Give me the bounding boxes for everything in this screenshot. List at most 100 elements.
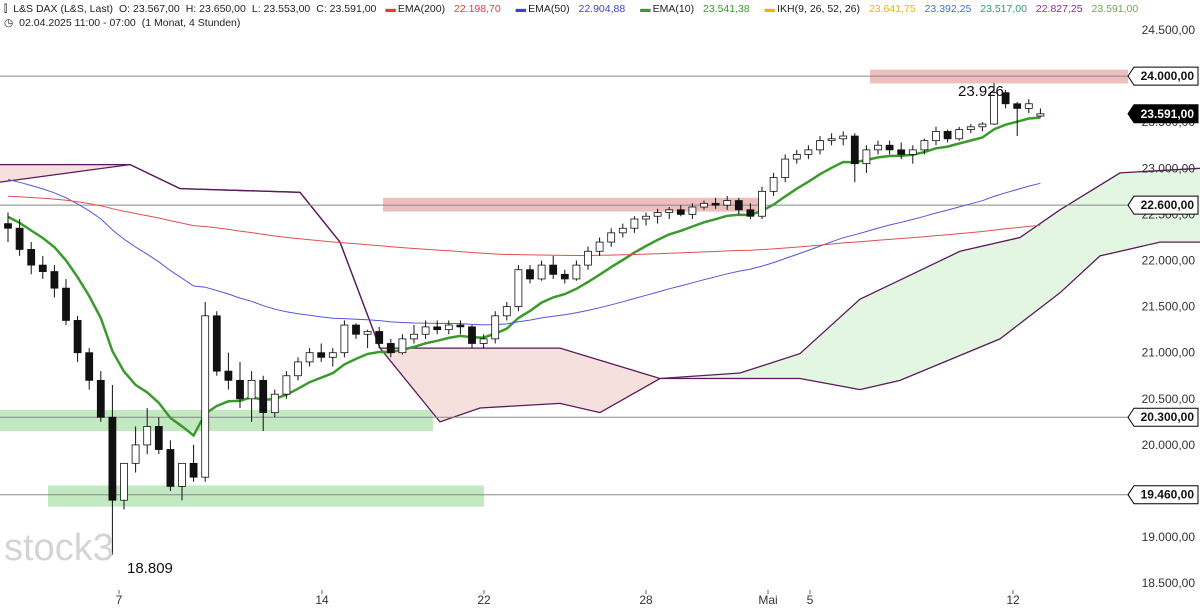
candle <box>270 393 279 414</box>
candle <box>618 227 627 234</box>
candle <box>62 287 70 321</box>
candle <box>1024 103 1033 109</box>
candle <box>769 177 778 192</box>
candle <box>966 126 975 130</box>
candle <box>27 249 36 266</box>
support-zone <box>48 485 484 507</box>
candle <box>630 218 639 229</box>
candle <box>247 379 256 400</box>
ema50-indicator[interactable]: ▬ EMA(50) 22.904,88 <box>515 3 626 15</box>
candle <box>1036 113 1045 117</box>
candle <box>885 144 894 151</box>
candle <box>50 271 59 289</box>
candle <box>827 138 836 142</box>
ema10-indicator[interactable]: ▬ EMA(10) 23.541,38 <box>640 3 750 15</box>
candle <box>1013 103 1022 109</box>
instrument-name[interactable]: L&S DAX (L&S, Last) <box>13 3 113 15</box>
candle <box>386 343 395 354</box>
price-tag-box <box>1127 195 1199 215</box>
candle <box>189 462 198 478</box>
price-tag-label: 20.300,00 <box>1141 410 1195 424</box>
candle <box>108 416 117 501</box>
ohlc-low: L: 23.553,00 <box>251 3 311 15</box>
price-level-tag: 22.600,00 <box>1127 195 1199 215</box>
y-axis-tick-label: 22.000,00 <box>1142 254 1196 268</box>
low-annotation: 18.809 <box>127 560 173 577</box>
y-axis-tick-label: 21.000,00 <box>1142 346 1196 360</box>
candle <box>990 92 998 125</box>
candle <box>212 315 221 372</box>
ichimoku-cloud-bearish <box>0 164 660 422</box>
price-tag-label: 22.600,00 <box>1141 198 1195 212</box>
candle <box>479 338 488 344</box>
candle <box>560 273 569 280</box>
x-axis-tick-label: 14 <box>315 593 329 607</box>
candle <box>920 140 929 151</box>
candle <box>305 352 314 363</box>
y-axis-tick-label: 21.500,00 <box>1142 300 1196 314</box>
candle <box>526 269 534 280</box>
candle <box>1001 92 1010 105</box>
price-tag-box <box>1127 407 1199 427</box>
price-tag-box <box>1127 104 1199 124</box>
price-tag-box <box>1127 485 1199 505</box>
price-tag-label: 24.000,00 <box>1141 69 1195 83</box>
candle <box>700 202 708 208</box>
candle <box>688 206 697 215</box>
watermark-logo: stock3 <box>4 527 114 569</box>
candle <box>178 462 186 487</box>
candle <box>816 140 824 151</box>
candle <box>120 462 128 501</box>
candle <box>352 324 360 335</box>
candle <box>166 449 175 487</box>
candle <box>781 158 790 178</box>
candle <box>410 333 418 340</box>
candle <box>154 426 163 450</box>
x-axis-tick-label: 22 <box>477 593 491 607</box>
y-axis-tick-label: 19.000,00 <box>1142 530 1196 544</box>
clock-icon: ◷ <box>4 17 14 29</box>
candle <box>978 123 987 128</box>
candle <box>340 324 349 354</box>
candle <box>804 149 813 155</box>
candle-chart-icon[interactable]: ⫿ <box>4 4 8 15</box>
candle <box>4 223 12 229</box>
price-level-tag: 19.460,00 <box>1127 485 1199 505</box>
candle <box>932 131 940 142</box>
candle <box>282 375 291 395</box>
y-axis-tick-label: 18.500,00 <box>1142 576 1196 590</box>
y-axis-tick-label: 20.000,00 <box>1142 438 1196 452</box>
x-axis-tick-label: 28 <box>639 593 653 607</box>
y-axis-tick-label: 20.500,00 <box>1142 392 1196 406</box>
candle <box>955 129 964 140</box>
candle <box>456 324 465 328</box>
candle <box>676 209 685 215</box>
ema200-indicator[interactable]: ▬ EMA(200) 22.198,70 <box>385 3 501 15</box>
ikh-indicator[interactable]: ▬ IKH(9, 26, 52, 26) 23.641,75 23.392,25 … <box>764 3 1139 15</box>
support-zone <box>0 409 433 432</box>
x-axis-tick-label: Mai <box>758 593 777 607</box>
candle <box>491 315 500 340</box>
candle <box>514 269 523 308</box>
candle <box>584 250 592 266</box>
ichimoku-cloud <box>0 164 1200 422</box>
candle <box>746 209 755 217</box>
ema200-line <box>7 195 1041 256</box>
candle <box>375 331 384 344</box>
candle <box>943 131 952 140</box>
y-axis-tick-label: 23.000,00 <box>1142 161 1196 175</box>
y-axis-tick-label: 24.500,00 <box>1142 23 1196 37</box>
candle <box>897 149 906 155</box>
high-annotation: 23.926 <box>958 83 1004 100</box>
candle <box>328 352 337 358</box>
candle <box>862 149 871 165</box>
candle <box>537 264 546 280</box>
candle <box>572 264 581 280</box>
price-level-tag: 24.000,00 <box>1127 66 1199 86</box>
candle <box>734 200 743 211</box>
candle <box>433 326 442 331</box>
chart-subheader: ◷ 02.04.2025 11:00 - 07:00 (1 Monat, 4 Stu… <box>4 17 246 30</box>
candle <box>131 444 140 464</box>
candle <box>850 135 859 165</box>
